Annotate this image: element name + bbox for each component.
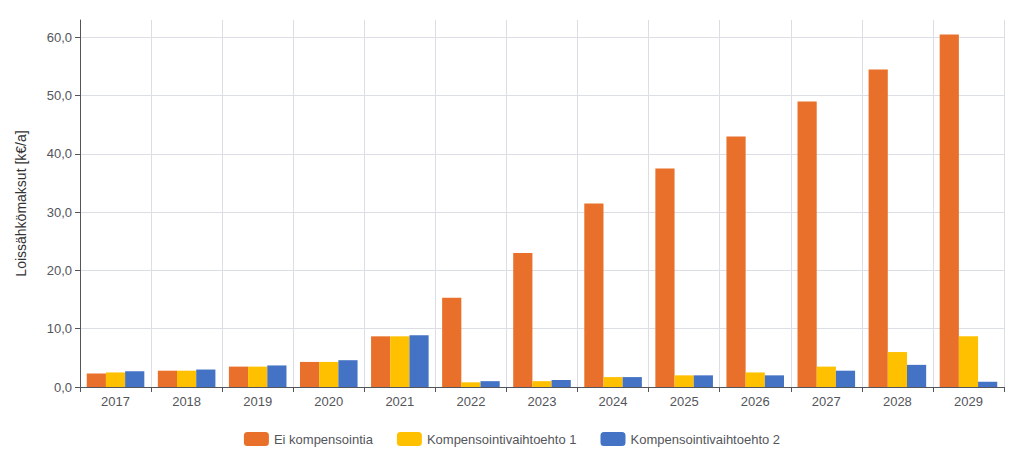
svg-text:Kompensointivaihtoehto 1: Kompensointivaihtoehto 1 — [427, 432, 577, 447]
svg-text:2020: 2020 — [314, 394, 343, 409]
svg-text:50,0: 50,0 — [47, 88, 72, 103]
svg-text:2024: 2024 — [599, 394, 628, 409]
svg-text:10,0: 10,0 — [47, 321, 72, 336]
svg-text:Kompensointivaihtoehto 2: Kompensointivaihtoehto 2 — [630, 432, 780, 447]
svg-text:30,0: 30,0 — [47, 205, 72, 220]
svg-text:2019: 2019 — [243, 394, 272, 409]
svg-text:2023: 2023 — [528, 394, 557, 409]
svg-text:2017: 2017 — [101, 394, 130, 409]
svg-text:0,0: 0,0 — [54, 380, 72, 395]
svg-text:60,0: 60,0 — [47, 30, 72, 45]
svg-text:2025: 2025 — [670, 394, 699, 409]
svg-text:2022: 2022 — [456, 394, 485, 409]
svg-text:Loissähkömaksut [k€/a]: Loissähkömaksut [k€/a] — [13, 130, 29, 276]
svg-text:Ei kompensointia: Ei kompensointia — [274, 432, 374, 447]
svg-text:2029: 2029 — [954, 394, 983, 409]
svg-text:2027: 2027 — [812, 394, 841, 409]
svg-text:2026: 2026 — [741, 394, 770, 409]
svg-text:2021: 2021 — [385, 394, 414, 409]
svg-text:2018: 2018 — [172, 394, 201, 409]
svg-text:20,0: 20,0 — [47, 263, 72, 278]
svg-text:40,0: 40,0 — [47, 146, 72, 161]
svg-text:2028: 2028 — [883, 394, 912, 409]
